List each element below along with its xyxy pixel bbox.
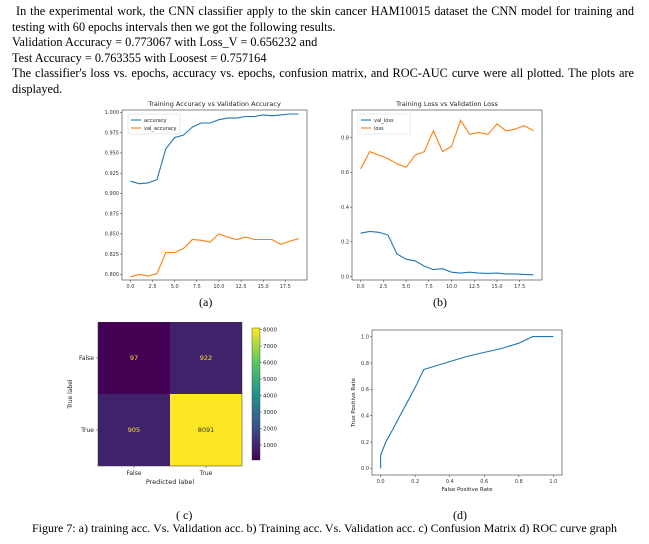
x-tick-label: 2.5 [379, 284, 387, 290]
x-tick-label: 10.0 [213, 284, 224, 290]
y-tick-label: 0.800 [105, 272, 119, 278]
x-tick-label: 0.8 [515, 479, 523, 485]
x-category: True [199, 470, 213, 477]
y-tick-label: 0.0 [341, 274, 349, 280]
y-tick-label: 0.925 [105, 171, 119, 177]
accuracy-chart: Training Accuracy vs Validation Accuracy… [105, 100, 308, 290]
x-tick-label: 0.2 [411, 479, 419, 485]
colorbar-tick-label: 1000 [263, 443, 277, 449]
label-d: (d) [453, 508, 467, 522]
x-tick-label: 10.0 [446, 284, 457, 290]
x-tick-label: 7.5 [193, 284, 201, 290]
label-b: (b) [433, 295, 447, 309]
x-axis-label: False Positive Rate [441, 487, 493, 493]
y-tick-label: 0.2 [341, 240, 349, 246]
colorbar-tick-label: 2000 [263, 427, 277, 433]
validation-result: Validation Accuracy = 0.773067 with Loss… [12, 35, 318, 49]
legend-box [127, 113, 181, 135]
series-line-val_accuracy [130, 233, 299, 278]
cell-value: 97 [130, 354, 138, 362]
chart-title: Training Loss vs Validation Loss [395, 100, 498, 108]
x-axis-label: Predicted label [146, 478, 194, 486]
x-tick-label: 0.4 [446, 479, 454, 485]
roc-line [380, 336, 554, 469]
matrix-cell [170, 394, 242, 466]
y-tick-label: 0.875 [105, 211, 119, 217]
x-tick-label: 0.0 [126, 284, 134, 290]
series-line-accuracy [130, 113, 299, 185]
x-tick-label: 15.0 [258, 284, 269, 290]
plots-text: The classifier's loss vs. epochs, accura… [12, 66, 634, 96]
matrix-cell [98, 322, 170, 394]
plot-frame [351, 109, 543, 281]
matrix-cell [170, 322, 242, 394]
x-tick-label: 5.0 [171, 284, 179, 290]
y-tick-label: 0.850 [105, 232, 119, 238]
x-tick-label: 0.6 [480, 479, 488, 485]
colorbar [251, 327, 261, 461]
label-a: (a) [199, 295, 213, 309]
x-tick-label: 5.0 [402, 284, 410, 290]
y-tick-label: 0.8 [361, 361, 369, 367]
intro-text: In the experimental work, the CNN classi… [12, 4, 634, 34]
x-tick-label: 15.0 [491, 284, 502, 290]
y-category: False [79, 355, 94, 362]
x-tick-label: 17.5 [280, 284, 291, 290]
x-tick-label: 12.5 [469, 284, 480, 290]
label-c: ( c) [176, 508, 193, 522]
confusion-matrix: 97 922 905 8091 False True False True Predicted … [67, 322, 277, 486]
cell-value: 8091 [198, 426, 215, 434]
cell-value: 922 [200, 354, 212, 362]
colorbar-tick-label: 5000 [263, 377, 277, 383]
x-category: False [126, 470, 141, 477]
x-tick-label: 17.5 [514, 284, 525, 290]
y-tick-label: 0.6 [361, 387, 369, 393]
y-tick-label: 0.975 [105, 130, 119, 136]
y-tick-label: 0.2 [361, 440, 369, 446]
series-line-val_loss [360, 230, 534, 276]
x-tick-label: 0.0 [357, 284, 365, 290]
x-tick-label: 7.5 [425, 284, 433, 290]
y-tick-label: 0.6 [341, 170, 349, 176]
plot-frame [371, 329, 563, 476]
colorbar-tick-label: 8000 [263, 328, 277, 334]
y-tick-label: 0.8 [341, 136, 349, 142]
y-tick-label: 0.900 [105, 191, 119, 197]
legend-label: val_accuracy [144, 126, 177, 132]
x-tick-label: 12.5 [235, 284, 246, 290]
y-tick-label: 0.0 [361, 466, 369, 472]
plot-frame [121, 109, 308, 281]
cell-value: 905 [128, 426, 140, 434]
chart-title: Training Accuracy vs Validation Accuracy [147, 100, 281, 108]
colorbar-tick-label: 6000 [263, 361, 277, 367]
colorbar-tick-label: 4000 [263, 394, 277, 400]
legend-label: val_loss [374, 118, 394, 124]
y-tick-label: 1.0 [361, 334, 369, 340]
matrix-cell [98, 394, 170, 466]
series-line-loss [360, 119, 534, 170]
colorbar-tick-label: 3000 [263, 410, 277, 416]
figure-caption: Figure 7: a) training acc. Vs. Validatio… [32, 521, 617, 535]
y-category: True [80, 427, 94, 434]
x-tick-label: 2.5 [149, 284, 157, 290]
loss-chart: Training Loss vs Validation Loss 0.0 0.2 0.… [341, 100, 543, 290]
colorbar-tick-label: 7000 [263, 344, 277, 350]
legend-label: accuracy [144, 118, 167, 124]
y-tick-label: 1.000 [105, 110, 119, 116]
results-paragraph: In the experimental work, the CNN classi… [12, 4, 634, 97]
y-axis-label: True label [67, 379, 74, 409]
x-tick-label: 0.0 [377, 479, 385, 485]
legend-box [357, 113, 411, 135]
y-tick-label: 0.4 [341, 205, 349, 211]
y-tick-label: 0.950 [105, 151, 119, 157]
y-tick-label: 0.4 [361, 413, 369, 419]
x-tick-label: 1.0 [549, 479, 557, 485]
test-result: Test Accuracy = 0.763355 with Loosest = … [12, 50, 267, 65]
y-axis-label: True Positive Rate [351, 377, 357, 428]
legend-label: loss [374, 126, 384, 132]
matrix-frame [97, 322, 243, 467]
y-tick-label: 0.825 [105, 252, 119, 258]
roc-curve: 0.0 0.2 0.4 0.6 0.8 1.0 0.0 0.2 0.4 0.6 0.8 1.0 Fals… [351, 329, 563, 493]
